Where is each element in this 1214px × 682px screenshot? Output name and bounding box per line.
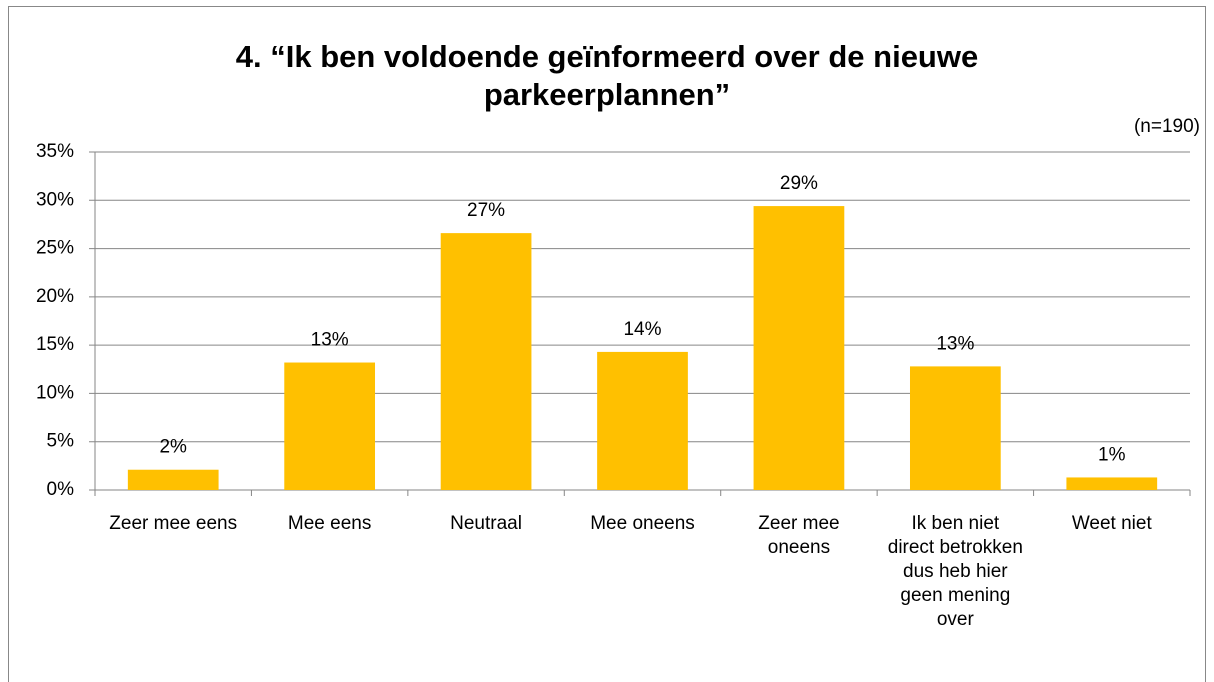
y-tick-label: 10% xyxy=(36,382,74,403)
data-label: 1% xyxy=(1098,444,1126,465)
data-label: 14% xyxy=(623,319,661,340)
bar xyxy=(753,206,845,490)
x-tick-label: Weet niet xyxy=(1071,513,1152,534)
y-tick-label: 15% xyxy=(36,334,74,355)
x-tick-label: Neutraal xyxy=(450,513,522,534)
data-label: 27% xyxy=(467,200,505,221)
y-tick-label: 30% xyxy=(36,189,74,210)
data-label: 13% xyxy=(311,330,349,351)
data-label: 29% xyxy=(780,173,818,194)
bar xyxy=(284,362,376,490)
bar xyxy=(1066,477,1158,490)
y-tick-label: 35% xyxy=(36,141,74,162)
frame xyxy=(8,6,1206,682)
bar xyxy=(127,469,219,490)
y-tick-label: 5% xyxy=(47,431,75,452)
data-label: 13% xyxy=(936,333,974,354)
y-tick-label: 20% xyxy=(36,286,74,307)
y-tick-label: 25% xyxy=(36,238,74,259)
x-tick-label: Mee oneens xyxy=(590,513,695,534)
bar xyxy=(597,351,688,490)
x-tick-label: Zeer mee oneens xyxy=(758,513,840,558)
x-tick-label: Ik ben niet direct betrokken dus heb hie… xyxy=(887,513,1023,630)
annotation: (n=190) xyxy=(1133,116,1200,137)
x-tick-label: Zeer mee eens xyxy=(109,513,238,534)
bar xyxy=(440,233,532,490)
data-label: 2% xyxy=(159,437,187,458)
bar xyxy=(909,366,1001,490)
chart-title: 4. “Ik ben voldoende geïnformeerd over d… xyxy=(235,39,979,112)
x-tick-label: Mee eens xyxy=(287,513,372,534)
y-tick-label: 0% xyxy=(47,479,75,500)
